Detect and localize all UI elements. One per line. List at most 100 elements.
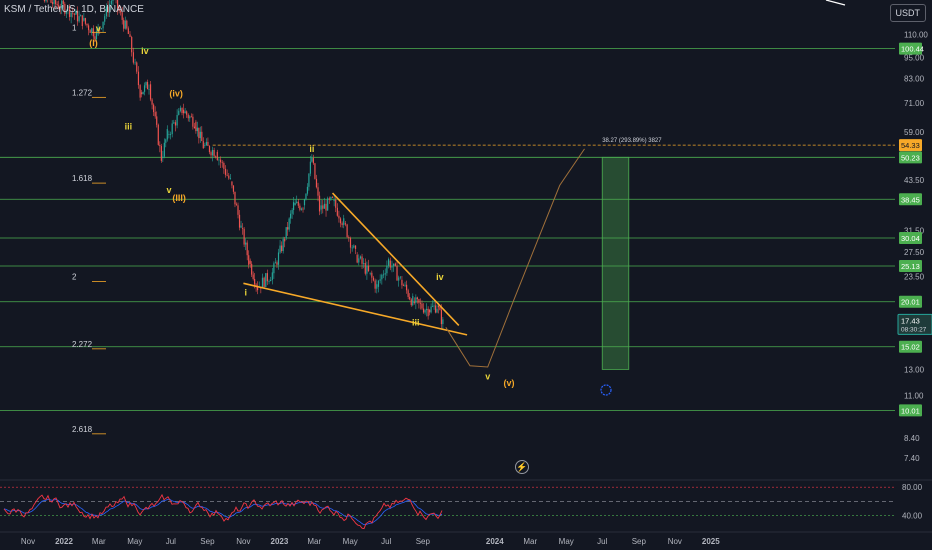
candle-body [192, 116, 194, 127]
candle-body [126, 20, 128, 29]
candle-body [116, 0, 119, 9]
fib-label: 1.618 [72, 174, 93, 183]
candle-body [166, 129, 168, 140]
candle-body [381, 274, 383, 280]
candle-body [80, 15, 82, 17]
candle-body [124, 20, 126, 29]
candle-body [266, 273, 269, 282]
candle-body [238, 214, 241, 228]
candle-body [56, 4, 58, 6]
event-marker [600, 384, 612, 396]
level-price-tag [899, 231, 922, 244]
candle-body [120, 10, 122, 13]
x-tick-label: Nov [236, 537, 250, 546]
candle-body [68, 6, 71, 17]
lightning-icon[interactable]: ⚡ [515, 460, 529, 474]
candle-body [219, 159, 222, 163]
candle-body [129, 34, 131, 37]
candle-body [178, 110, 180, 115]
wave-label: (I) [89, 38, 98, 48]
candle-body [338, 215, 340, 219]
x-tick-label: Sep [416, 537, 431, 546]
candle-body [234, 191, 236, 205]
support-trendline [243, 282, 468, 336]
candle-body [369, 272, 371, 274]
candle-body [336, 207, 338, 216]
candle-body [294, 202, 296, 206]
y-tick-label: 110.00 [904, 30, 928, 39]
candle-body [99, 27, 101, 29]
level-price-tag [899, 151, 922, 164]
candle-body [193, 126, 196, 129]
candle-body [223, 162, 225, 169]
candle-body [341, 223, 343, 225]
candle-body [196, 127, 198, 132]
candle-body [296, 201, 298, 203]
y-tick-label: 95.00 [904, 53, 925, 62]
candle-body [418, 299, 420, 303]
candle-body [348, 237, 350, 239]
candle-body [254, 278, 256, 285]
level-price-tag [899, 193, 922, 206]
candle-body [416, 297, 418, 300]
candle-body [83, 18, 85, 21]
rsi-line [3, 493, 443, 530]
candle-body [440, 309, 443, 325]
candle-body [339, 218, 342, 224]
wave-label: v [96, 24, 101, 34]
candle-body [139, 85, 141, 98]
candle-body [427, 308, 429, 317]
candle-body [281, 245, 283, 252]
x-tick-label: 2022 [55, 537, 73, 546]
candle-body [235, 204, 238, 206]
candle-body [379, 279, 381, 281]
candle-body [412, 296, 414, 306]
candle-body [67, 6, 69, 9]
candle-body [315, 178, 318, 188]
candle-body [330, 196, 332, 200]
candle-body [169, 134, 172, 135]
candle-body [317, 187, 319, 196]
candle-body [226, 174, 228, 176]
x-tick-label: Mar [92, 537, 106, 546]
level-price-tag [899, 259, 922, 272]
candle-body [320, 205, 322, 210]
candle-body [142, 91, 144, 95]
currency-button[interactable]: USDT [889, 4, 926, 22]
candle-body [436, 308, 438, 313]
candle-body [328, 198, 330, 200]
candle-body [105, 6, 107, 17]
candle-body [367, 265, 370, 271]
candle-body [331, 196, 334, 198]
level-price-tag [899, 404, 922, 417]
symbol-label[interactable]: KSM / TetherUS, 1D, BINANCE [4, 4, 144, 15]
candle-body [229, 178, 232, 180]
candle-body [396, 265, 398, 281]
candle-body [372, 277, 375, 281]
candle-body [434, 305, 437, 313]
candle-body [245, 242, 247, 245]
candle-body [94, 36, 96, 40]
candle-body [358, 258, 360, 263]
candle-body [211, 149, 214, 156]
fib-label: 2.272 [72, 340, 93, 349]
candle-body [349, 238, 352, 248]
candle-body [401, 279, 403, 286]
candle-body [246, 242, 248, 256]
wave-label: iv [436, 272, 444, 282]
candle-body [437, 305, 440, 308]
candle-body [146, 82, 149, 90]
candle-body [182, 109, 185, 114]
candle-body [165, 139, 167, 143]
candle-body [208, 145, 211, 153]
candle-body [204, 145, 206, 146]
candle-body [284, 238, 286, 242]
x-tick-label: Jul [597, 537, 607, 546]
candle-body [143, 85, 146, 92]
level-price-tag [899, 295, 922, 308]
candle-body [104, 16, 106, 22]
candle-body [72, 12, 74, 14]
candle-body [228, 175, 230, 179]
candle-body [386, 265, 388, 274]
